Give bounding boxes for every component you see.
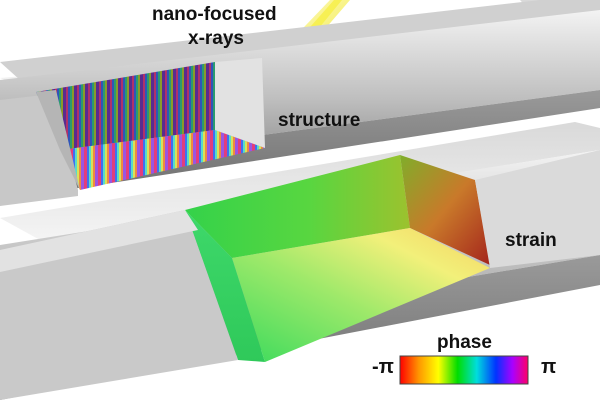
label-nano-focused: nano-focused xyxy=(152,4,277,25)
label-phase-max: π xyxy=(541,356,557,378)
label-phase: phase xyxy=(437,332,492,353)
label-strain: strain xyxy=(505,230,557,251)
structure-cutout xyxy=(0,58,265,206)
phase-colorbar xyxy=(399,355,529,385)
label-x-rays: x-rays xyxy=(188,28,244,49)
label-phase-min: -π xyxy=(372,356,394,378)
strain-cutout xyxy=(0,150,600,400)
label-structure: structure xyxy=(278,110,361,131)
